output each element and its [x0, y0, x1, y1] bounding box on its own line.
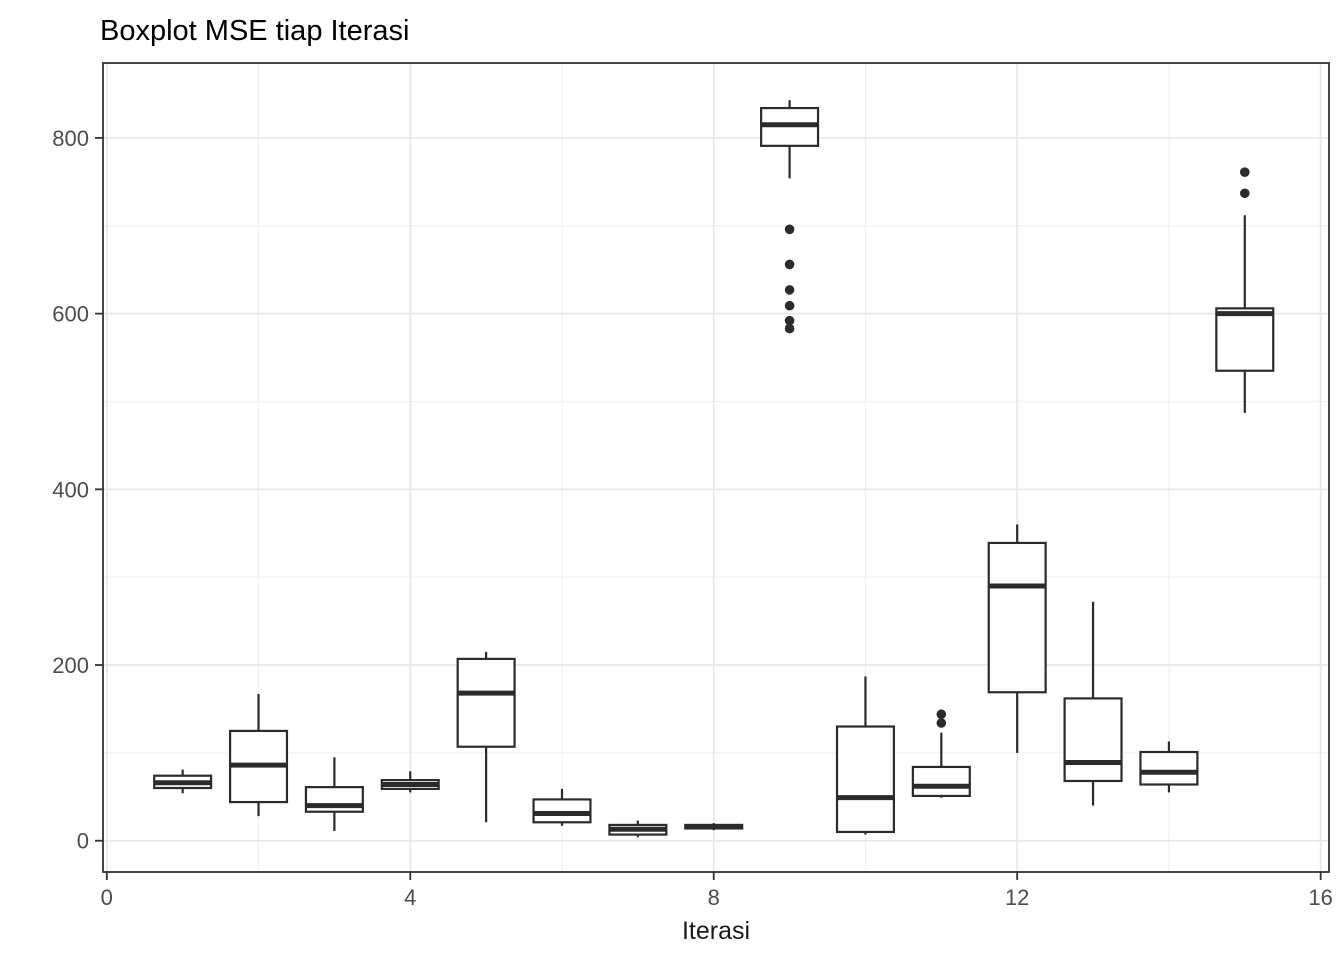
- panel-border: [102, 62, 1330, 873]
- iqr-box: [1215, 307, 1275, 372]
- chart-title: Boxplot MSE tiap Iterasi: [100, 15, 409, 47]
- iqr-box: [835, 725, 896, 834]
- y-tick-label: 400: [52, 477, 89, 502]
- outlier-point: [784, 300, 795, 311]
- boxplot-iteration-6: [532, 788, 592, 826]
- plot-area: 0 200 400 600 800 0 4 8 12 16: [52, 62, 1333, 910]
- iqr-box: [1063, 697, 1123, 783]
- outlier-point: [936, 709, 947, 720]
- outlier-point: [784, 323, 795, 334]
- y-tick-label: 200: [52, 653, 89, 678]
- boxplot-iteration-10: [835, 676, 896, 835]
- x-tick-label: 16: [1308, 885, 1332, 910]
- x-tick-label: 0: [101, 885, 113, 910]
- iqr-box: [987, 541, 1047, 694]
- boxplot-iteration-12: [987, 524, 1047, 753]
- outlier-point: [784, 315, 795, 326]
- boxplot-iteration-4: [380, 771, 440, 793]
- outlier-point: [784, 285, 795, 295]
- boxplot-iteration-2: [228, 694, 289, 817]
- outlier-point: [936, 718, 947, 728]
- outlier-point: [784, 224, 795, 235]
- boxplot-iteration-7: [608, 820, 668, 838]
- boxplot-iteration-15: [1215, 167, 1275, 413]
- iqr-box: [911, 765, 971, 798]
- outlier-point: [1239, 188, 1250, 199]
- boxplot-iteration-3: [304, 757, 364, 832]
- panel-background: [103, 63, 1329, 872]
- boxplot-iteration-8: [684, 823, 744, 831]
- outlier-point: [1239, 167, 1250, 177]
- y-tick-label: 600: [52, 302, 89, 327]
- x-tick-label: 12: [1005, 885, 1029, 910]
- iqr-box: [456, 657, 516, 748]
- boxplot-iteration-5: [456, 651, 516, 823]
- y-tick-label: 800: [52, 126, 89, 151]
- iqr-box: [532, 798, 592, 824]
- boxplot-iteration-9: [760, 100, 820, 334]
- iqr-box: [1139, 750, 1199, 786]
- boxplot-iteration-13: [1063, 601, 1123, 806]
- boxplot-iteration-14: [1139, 741, 1199, 793]
- y-tick-label: 0: [77, 829, 89, 854]
- x-axis-label: Iterasi: [682, 917, 750, 945]
- outlier-point: [784, 259, 795, 270]
- boxplot-iteration-11: [911, 709, 971, 798]
- x-tick-label: 4: [404, 885, 416, 910]
- boxplot-iteration-1: [153, 769, 213, 794]
- x-tick-label: 8: [708, 885, 720, 910]
